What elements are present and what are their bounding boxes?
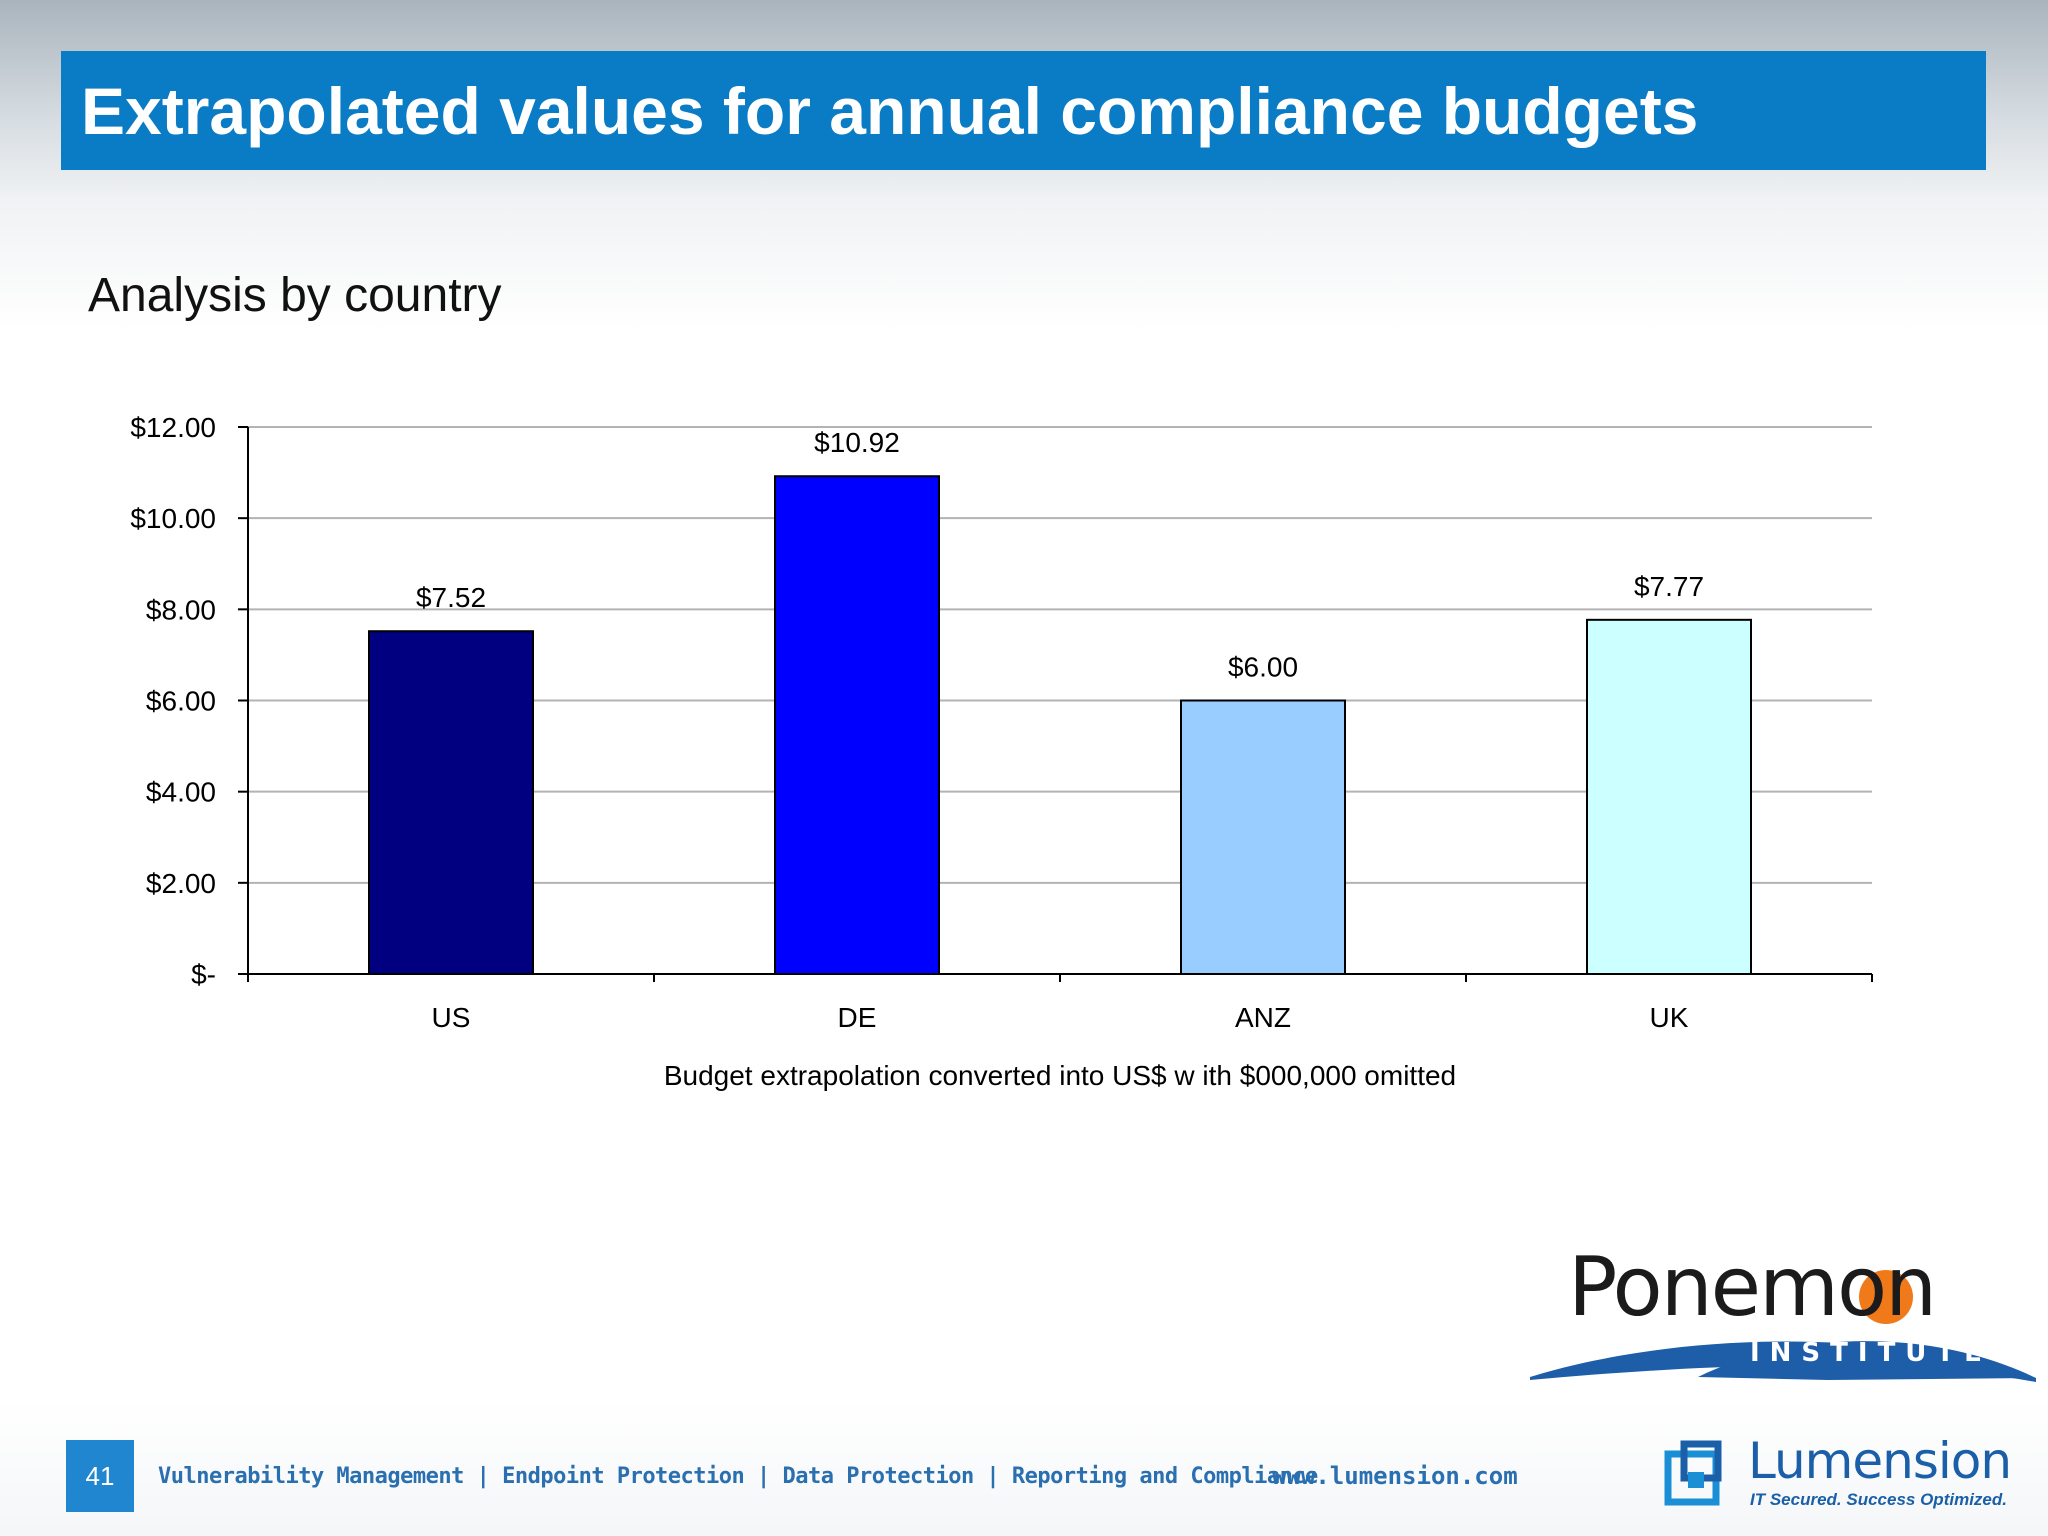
slide-subtitle: Analysis by country	[88, 269, 502, 322]
x-tick-label: DE	[838, 1002, 877, 1033]
data-label: $10.92	[814, 427, 900, 458]
ponemon-sun-icon	[1859, 1270, 1913, 1324]
x-tick-label: ANZ	[1235, 1002, 1291, 1033]
bar-anz	[1180, 699, 1346, 975]
y-tick-label: $4.00	[146, 777, 216, 808]
slide-title: Extrapolated values for annual complianc…	[81, 73, 1699, 148]
ponemon-subtitle: INSTITUTE	[1750, 1338, 1992, 1368]
x-tick-label: UK	[1650, 1002, 1689, 1033]
y-tick-label: $8.00	[146, 594, 216, 625]
axes	[238, 426, 1873, 982]
bar-de	[774, 475, 940, 975]
page-number: 41	[66, 1440, 134, 1512]
data-label: $7.77	[1634, 571, 1704, 602]
bar-uk	[1586, 618, 1752, 975]
x-axis-title: Budget extrapolation converted into US$ …	[664, 1060, 1456, 1091]
data-label: $6.00	[1228, 652, 1298, 683]
footer-tagline: Vulnerability Management | Endpoint Prot…	[158, 1464, 1318, 1489]
x-tick-label: US	[432, 1002, 471, 1033]
y-tick-label: $6.00	[146, 686, 216, 717]
y-tick-label: $12.00	[130, 412, 216, 443]
bar-chart: $- $2.00 $4.00 $6.00 $8.00 $10.00 $12.00 $7.52 U…	[130, 412, 1873, 1091]
ponemon-name: Ponemon	[1568, 1240, 1937, 1335]
bar-us	[368, 630, 534, 975]
bars	[368, 475, 1752, 975]
y-tick-label: $2.00	[146, 868, 216, 899]
ponemon-logo: Ponemon INSTITUTE	[1528, 1240, 2038, 1385]
chart-labels: $- $2.00 $4.00 $6.00 $8.00 $10.00 $12.00 $7.52 U…	[130, 412, 1704, 1091]
lumension-mark-icon	[1664, 1440, 1722, 1506]
lumension-tagline: IT Secured. Success Optimized.	[1750, 1490, 2007, 1509]
y-tick-label: $-	[191, 959, 216, 990]
title-bar: Extrapolated values for annual complianc…	[61, 51, 1986, 170]
lumension-logo: Lumension IT Secured. Success Optimized.	[1664, 1432, 2024, 1520]
ponemon-swoosh-icon	[1530, 1270, 2036, 1382]
lumension-name: Lumension	[1748, 1432, 2012, 1490]
y-tick-label: $10.00	[130, 503, 216, 534]
data-label: $7.52	[416, 582, 486, 613]
footer-url[interactable]: www.lumension.com	[1272, 1462, 1518, 1490]
